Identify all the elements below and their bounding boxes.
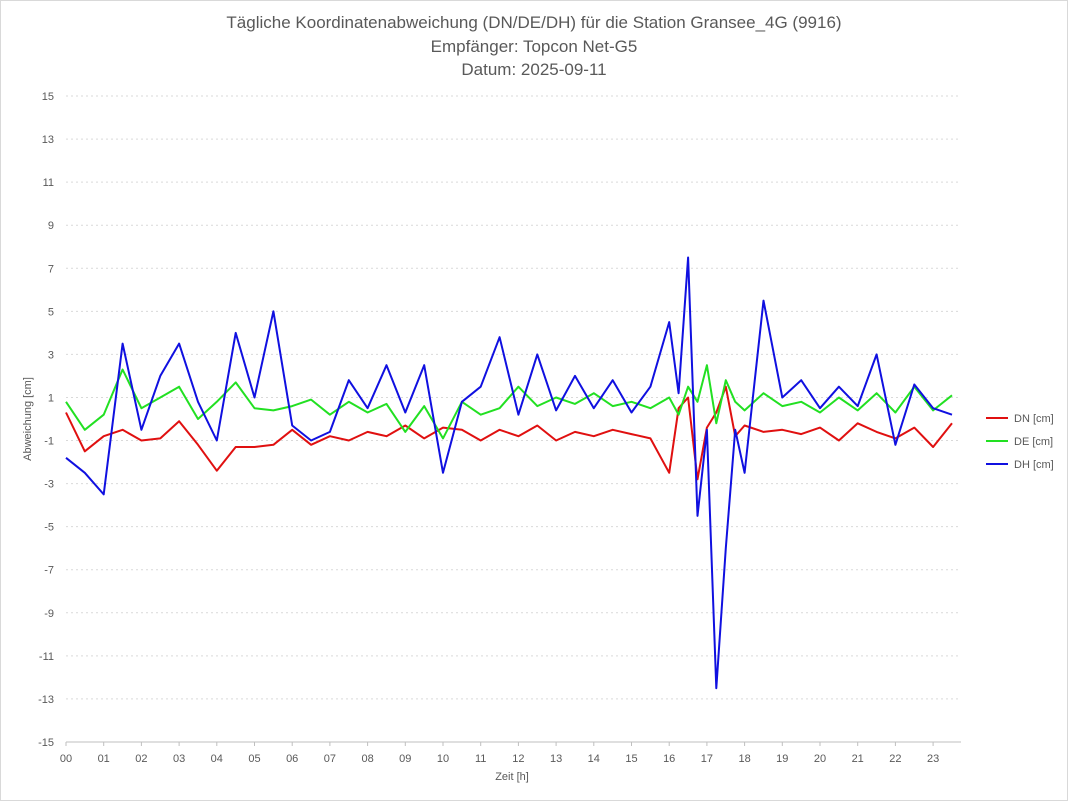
x-tick-label: 15 [625, 753, 637, 765]
y-tick-label: 13 [42, 134, 54, 146]
y-axis-label: Abweichung [cm] [22, 377, 34, 461]
x-axis-ticks: 00 01 02 03 04 05 06 07 08 09 10 11 12 13 14 15 16 17 18 19… [60, 742, 939, 765]
y-tick-label: -3 [44, 479, 54, 491]
y-tick-label: -11 [39, 651, 54, 663]
x-tick-label: 21 [852, 753, 864, 765]
x-tick-label: 16 [663, 753, 675, 765]
x-tick-label: 10 [437, 753, 449, 765]
series-line-3 [65, 256, 953, 690]
y-tick-label: -1 [44, 436, 54, 448]
x-tick-label: 14 [588, 753, 600, 765]
chart-title-line-2: Empfänger: Topcon Net-G5 [431, 37, 638, 56]
x-tick-label: 00 [60, 753, 72, 765]
x-tick-label: 12 [512, 753, 524, 765]
y-tick-label: -15 [38, 737, 54, 749]
data-series [65, 256, 953, 690]
legend-label: DE [cm] [1014, 436, 1053, 448]
x-tick-label: 06 [286, 753, 298, 765]
y-tick-label: -13 [38, 694, 54, 706]
y-tick-label: 9 [48, 220, 54, 232]
x-tick-label: 13 [550, 753, 562, 765]
series-line-1 [65, 385, 953, 481]
x-tick-label: 02 [135, 753, 147, 765]
x-axis-label: Zeit [h] [495, 771, 529, 783]
x-tick-label: 22 [889, 753, 901, 765]
y-tick-label: 1 [48, 392, 54, 404]
y-tick-label: 11 [43, 177, 54, 189]
x-tick-label: 05 [248, 753, 260, 765]
legend: DN [cm] DE [cm] DH [cm] [986, 413, 1054, 471]
legend-label: DH [cm] [1014, 459, 1054, 471]
x-tick-label: 09 [399, 753, 411, 765]
chart-title-line-1: Tägliche Koordinatenabweichung (DN/DE/DH… [226, 13, 841, 32]
x-tick-label: 19 [776, 753, 788, 765]
chart-title-line-3: Datum: 2025-09-11 [461, 60, 606, 79]
legend-label: DN [cm] [1014, 413, 1054, 425]
x-tick-label: 04 [211, 753, 223, 765]
x-tick-label: 17 [701, 753, 713, 765]
x-tick-label: 20 [814, 753, 826, 765]
y-tick-label: 5 [48, 306, 54, 318]
y-tick-label: -9 [44, 608, 54, 620]
x-tick-label: 23 [927, 753, 939, 765]
x-tick-label: 08 [361, 753, 373, 765]
x-tick-label: 01 [98, 753, 110, 765]
x-tick-label: 07 [324, 753, 336, 765]
y-tick-label: 15 [42, 91, 54, 103]
y-tick-label: 7 [48, 263, 54, 275]
x-tick-label: 11 [475, 753, 486, 765]
y-tick-label: 3 [48, 349, 54, 361]
y-tick-label: -7 [44, 565, 54, 577]
x-tick-label: 18 [738, 753, 750, 765]
x-tick-label: 03 [173, 753, 185, 765]
chart-title: Tägliche Koordinatenabweichung (DN/DE/DH… [226, 13, 841, 79]
y-tick-label: -5 [44, 522, 54, 534]
y-axis-ticks: 15 13 11 9 7 5 3 1 -1 -3 -5 -7 -9 -11 -13 -15 [38, 91, 54, 749]
